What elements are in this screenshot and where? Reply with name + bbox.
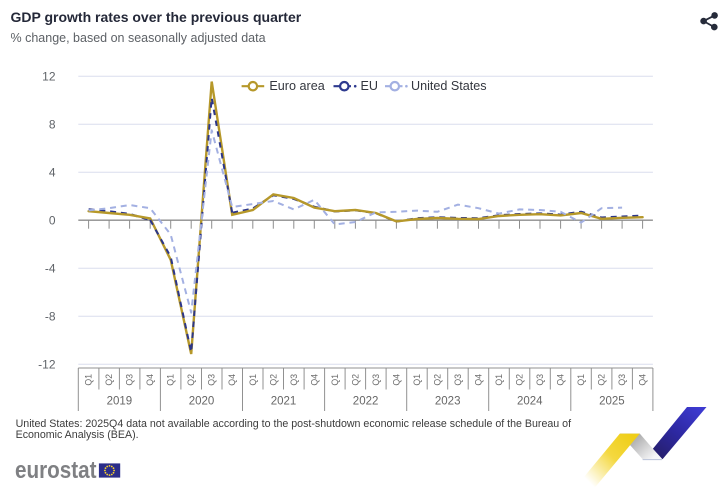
svg-text:Q2: Q2 <box>515 374 525 386</box>
svg-text:Q1: Q1 <box>330 374 340 386</box>
svg-text:Euro area: Euro area <box>269 79 324 93</box>
svg-text:Q3: Q3 <box>371 374 381 386</box>
svg-text:Q4: Q4 <box>638 374 648 386</box>
svg-text:Q4: Q4 <box>474 374 484 386</box>
svg-text:Q4: Q4 <box>227 374 237 386</box>
svg-text:Q4: Q4 <box>556 374 566 386</box>
svg-text:Q3: Q3 <box>617 374 627 386</box>
svg-text:2024: 2024 <box>517 396 543 408</box>
svg-text:Q2: Q2 <box>268 374 278 386</box>
svg-text:Q2: Q2 <box>432 374 442 386</box>
svg-text:2023: 2023 <box>435 396 461 408</box>
svg-text:United States: United States <box>411 79 487 93</box>
svg-text:EU: EU <box>361 79 379 93</box>
svg-text:Q1: Q1 <box>576 374 586 386</box>
svg-text:-4: -4 <box>45 261 56 275</box>
svg-text:4: 4 <box>49 165 56 179</box>
svg-text:-8: -8 <box>45 309 56 323</box>
svg-text:2020: 2020 <box>189 396 215 408</box>
svg-text:-12: -12 <box>38 357 56 371</box>
svg-text:Q3: Q3 <box>125 374 135 386</box>
svg-text:Q2: Q2 <box>186 374 196 386</box>
svg-text:0: 0 <box>49 213 56 227</box>
svg-text:12: 12 <box>42 69 56 83</box>
svg-text:Q2: Q2 <box>350 374 360 386</box>
svg-text:eurostat: eurostat <box>15 457 97 484</box>
svg-text:Q1: Q1 <box>166 374 176 386</box>
svg-text:Q3: Q3 <box>289 374 299 386</box>
svg-text:Q4: Q4 <box>145 374 155 386</box>
svg-text:8: 8 <box>49 117 56 131</box>
svg-text:Q4: Q4 <box>391 374 401 386</box>
svg-text:2019: 2019 <box>107 396 133 408</box>
svg-text:Q1: Q1 <box>84 374 94 386</box>
svg-text:2022: 2022 <box>353 396 379 408</box>
svg-text:Q1: Q1 <box>412 374 422 386</box>
svg-text:Q3: Q3 <box>207 374 217 386</box>
svg-text:2021: 2021 <box>271 396 297 408</box>
svg-text:Q4: Q4 <box>309 374 319 386</box>
svg-text:Q3: Q3 <box>535 374 545 386</box>
svg-text:Q3: Q3 <box>453 374 463 386</box>
svg-text:Q1: Q1 <box>248 374 258 386</box>
svg-text:Q1: Q1 <box>494 374 504 386</box>
svg-text:Q2: Q2 <box>597 374 607 386</box>
svg-text:2025: 2025 <box>599 396 625 408</box>
svg-text:Q2: Q2 <box>104 374 114 386</box>
